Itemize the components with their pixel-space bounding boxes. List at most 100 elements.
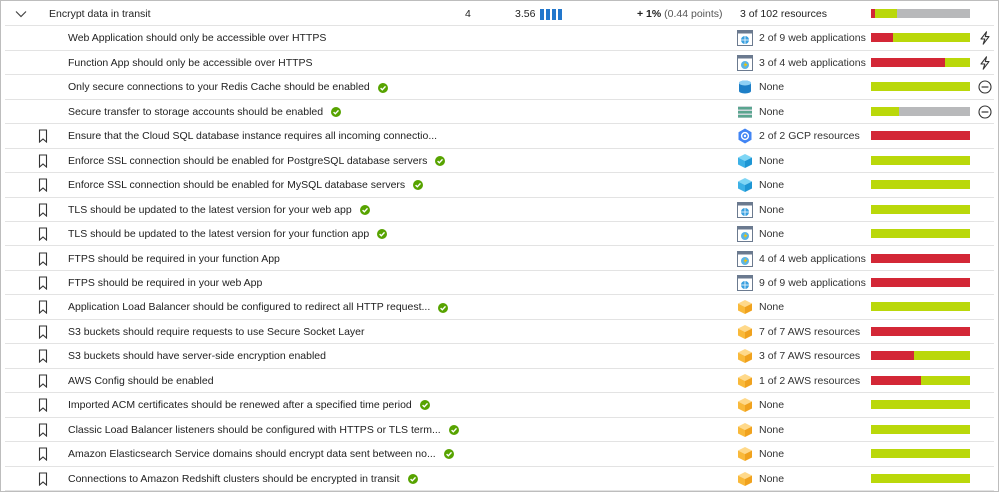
- recommendation-row[interactable]: AWS Config should be enabled 1 of 2 AWS r…: [5, 369, 994, 394]
- bookmark-icon[interactable]: [38, 300, 48, 315]
- recommendation-label[interactable]: Enforce SSL connection should be enabled…: [68, 149, 446, 173]
- recommendation-row[interactable]: FTPS should be required in your web App 9…: [5, 271, 994, 296]
- recommendation-text[interactable]: AWS Config should be enabled: [68, 374, 214, 387]
- health-segment-unhealthy: [871, 33, 893, 43]
- bookmark-icon[interactable]: [38, 349, 48, 364]
- lightning-icon[interactable]: [978, 56, 992, 70]
- recommendation-text[interactable]: FTPS should be required in your web App: [68, 276, 263, 289]
- recommendation-row[interactable]: Enforce SSL connection should be enabled…: [5, 173, 994, 198]
- recommendation-text[interactable]: TLS should be updated to the latest vers…: [68, 203, 352, 216]
- gcp-icon: [737, 128, 753, 144]
- recommendation-text[interactable]: Amazon Elasticsearch Service domains sho…: [68, 448, 436, 461]
- recommendation-label[interactable]: Amazon Elasticsearch Service domains sho…: [68, 442, 454, 466]
- recommendation-text[interactable]: TLS should be updated to the latest vers…: [68, 228, 370, 241]
- recommendation-row[interactable]: Imported ACM certificates should be rene…: [5, 393, 994, 418]
- recommendation-text[interactable]: Enforce SSL connection should be enabled…: [68, 179, 406, 192]
- exempt-icon[interactable]: [978, 80, 992, 94]
- recommendation-label[interactable]: Function App should only be accessible o…: [68, 51, 313, 75]
- recommendation-text[interactable]: Only secure connections to your Redis Ca…: [68, 81, 370, 94]
- recommendation-row[interactable]: Web Application should only be accessibl…: [5, 26, 994, 51]
- group-row-encrypt-data-in-transit[interactable]: Encrypt data in transit 4 3.56 + 1% (0.4…: [5, 2, 994, 27]
- recommendation-label[interactable]: AWS Config should be enabled: [68, 369, 214, 393]
- recommendation-row[interactable]: Secure transfer to storage accounts shou…: [5, 100, 994, 125]
- recommendation-text[interactable]: Connections to Amazon Redshift clusters …: [68, 472, 400, 485]
- health-segment-healthy: [871, 204, 970, 214]
- bookmark-icon[interactable]: [38, 398, 48, 413]
- recommendation-label[interactable]: S3 buckets should have server-side encry…: [68, 344, 326, 368]
- bookmark-icon[interactable]: [38, 251, 48, 266]
- recommendation-text[interactable]: Web Application should only be accessibl…: [68, 32, 327, 45]
- recommendation-row[interactable]: FTPS should be required in your function…: [5, 247, 994, 271]
- recommendation-label[interactable]: Only secure connections to your Redis Ca…: [68, 75, 388, 99]
- recommendation-row[interactable]: Ensure that the Cloud SQL database insta…: [5, 124, 994, 149]
- health-bar: [871, 326, 970, 336]
- cube-blue-icon: [737, 153, 753, 169]
- recommendation-text[interactable]: Classic Load Balancer listeners should b…: [68, 423, 441, 436]
- health-bar: [871, 155, 970, 165]
- recommendation-label[interactable]: Ensure that the Cloud SQL database insta…: [68, 124, 437, 148]
- bookmark-icon[interactable]: [38, 129, 48, 144]
- recommendation-label[interactable]: TLS should be updated to the latest vers…: [68, 198, 370, 222]
- health-bar: [871, 131, 970, 141]
- recommendation-text[interactable]: Ensure that the Cloud SQL database insta…: [68, 130, 438, 143]
- bookmark-icon[interactable]: [38, 374, 48, 388]
- recommendation-row[interactable]: S3 buckets should require requests to us…: [5, 320, 994, 345]
- health-segment-healthy: [920, 375, 970, 385]
- recommendation-label[interactable]: TLS should be updated to the latest vers…: [68, 222, 388, 246]
- bookmark-icon[interactable]: [38, 447, 48, 462]
- resources-count: None: [759, 179, 785, 192]
- bookmark-icon[interactable]: [38, 276, 48, 290]
- recommendation-text[interactable]: Enforce SSL connection should be enabled…: [68, 154, 428, 167]
- recommendation-label[interactable]: Enforce SSL connection should be enabled…: [68, 173, 424, 197]
- recommendation-row[interactable]: Only secure connections to your Redis Ca…: [5, 75, 994, 100]
- recommendation-text[interactable]: Imported ACM certificates should be rene…: [68, 399, 412, 412]
- recommendation-text[interactable]: Secure transfer to storage accounts shou…: [68, 105, 324, 118]
- bookmark-icon[interactable]: [38, 154, 48, 168]
- bookmark-icon[interactable]: [38, 203, 48, 217]
- recommendation-text[interactable]: Function App should only be accessible o…: [68, 56, 313, 69]
- recommendation-label[interactable]: FTPS should be required in your function…: [68, 247, 280, 271]
- group-health-bar: [871, 9, 970, 18]
- recommendation-text[interactable]: S3 buckets should have server-side encry…: [68, 350, 326, 363]
- bookmark-icon[interactable]: [38, 325, 48, 339]
- exempt-icon[interactable]: [978, 105, 992, 119]
- bookmark-icon[interactable]: [38, 471, 48, 486]
- recommendation-label[interactable]: Application Load Balancer should be conf…: [68, 295, 449, 319]
- score-bars: [540, 9, 562, 20]
- group-label: Encrypt data in transit: [49, 8, 151, 20]
- resources-count: None: [759, 423, 785, 436]
- aws-cube-icon: [737, 299, 753, 315]
- recommendation-label[interactable]: Secure transfer to storage accounts shou…: [68, 100, 342, 124]
- recommendation-text[interactable]: S3 buckets should require requests to us…: [68, 325, 365, 338]
- health-bar: [871, 204, 970, 214]
- health-segment-unhealthy: [871, 375, 921, 385]
- recommendation-label[interactable]: FTPS should be required in your web App: [68, 271, 262, 295]
- resources-count: None: [759, 154, 785, 167]
- recommendation-row[interactable]: TLS should be updated to the latest vers…: [5, 222, 994, 247]
- recommendation-label[interactable]: Web Application should only be accessibl…: [68, 26, 326, 50]
- aws-cube-icon: [737, 373, 753, 389]
- health-bar: [871, 449, 970, 459]
- recommendation-row[interactable]: Function App should only be accessible o…: [5, 51, 994, 76]
- chevron-down-icon[interactable]: [15, 8, 27, 20]
- recommendation-row[interactable]: TLS should be updated to the latest vers…: [5, 198, 994, 223]
- recommendation-label[interactable]: Classic Load Balancer listeners should b…: [68, 418, 459, 442]
- recommendation-text[interactable]: Application Load Balancer should be conf…: [68, 301, 431, 314]
- resources-count: None: [759, 105, 785, 118]
- bookmark-icon[interactable]: [38, 178, 48, 193]
- bookmark-icon[interactable]: [38, 423, 48, 437]
- recommendation-label[interactable]: Imported ACM certificates should be rene…: [68, 393, 430, 417]
- recommendation-row[interactable]: Classic Load Balancer listeners should b…: [5, 418, 994, 443]
- recommendation-label[interactable]: S3 buckets should require requests to us…: [68, 320, 365, 344]
- bookmark-icon[interactable]: [38, 227, 48, 242]
- health-segment-healthy: [871, 449, 970, 459]
- recommendation-row[interactable]: Enforce SSL connection should be enabled…: [5, 149, 994, 174]
- recommendation-row[interactable]: Application Load Balancer should be conf…: [5, 295, 994, 320]
- recommendation-row[interactable]: Connections to Amazon Redshift clusters …: [5, 467, 994, 491]
- recommendation-label[interactable]: Connections to Amazon Redshift clusters …: [68, 467, 418, 491]
- recommendation-row[interactable]: Amazon Elasticsearch Service domains sho…: [5, 442, 994, 467]
- recommendation-row[interactable]: S3 buckets should have server-side encry…: [5, 344, 994, 369]
- check-circle-icon: [407, 473, 418, 484]
- recommendation-text[interactable]: FTPS should be required in your function…: [68, 252, 280, 265]
- lightning-icon[interactable]: [978, 31, 992, 46]
